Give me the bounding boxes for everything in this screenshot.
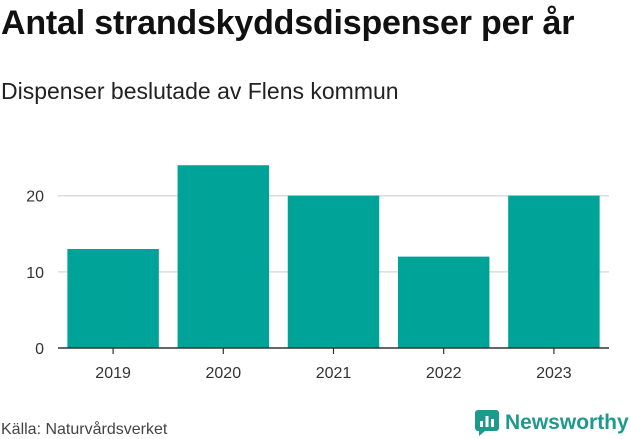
source-note: Källa: Naturvårdsverket — [1, 421, 168, 438]
bar — [508, 195, 600, 348]
bar — [177, 165, 270, 348]
bar — [287, 195, 380, 348]
x-tick-label: 2023 — [536, 365, 572, 382]
y-tick-label: 0 — [35, 341, 44, 358]
x-tick-label: 2020 — [206, 365, 242, 382]
chart-subtitle: Dispenser beslutade av Flens kommun — [1, 78, 399, 104]
bar — [67, 249, 159, 348]
bar — [397, 256, 490, 348]
newsworthy-logo-icon — [475, 410, 499, 436]
x-tick-label: 2022 — [426, 365, 462, 382]
x-tick-label: 2019 — [95, 365, 131, 382]
y-tick-label: 10 — [26, 265, 44, 282]
x-tick-label: 2021 — [316, 365, 352, 382]
y-tick-label: 20 — [26, 189, 44, 206]
chart-title: Antal strandskyddsdispenser per år — [1, 4, 575, 42]
brand-logo: Newsworthy — [475, 408, 629, 438]
brand-name: Newsworthy — [505, 411, 629, 434]
